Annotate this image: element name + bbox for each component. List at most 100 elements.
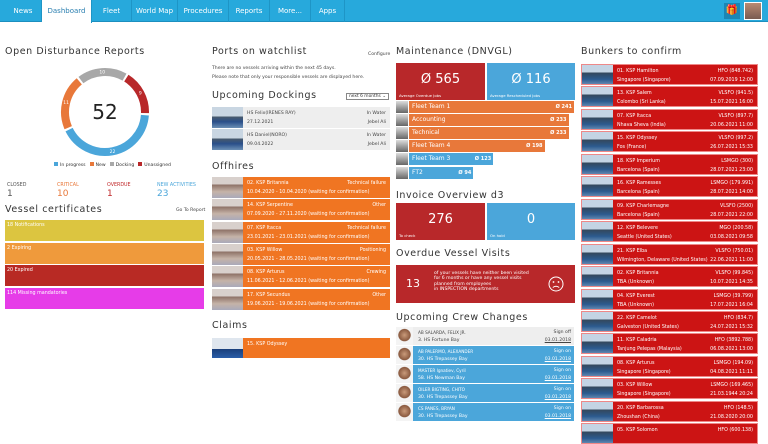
offhire-reason: Other	[372, 292, 386, 298]
bunker-fuel: HFO (848.742)	[717, 69, 753, 74]
tab-fleet[interactable]: Fleet	[92, 0, 132, 22]
crew-row[interactable]: CS PANES, BRYAN Sign on 30. HS Trepassey B…	[396, 403, 574, 421]
stat-value[interactable]: 23	[157, 189, 169, 199]
certificate-bar[interactable]: 2 Expiring	[5, 243, 204, 264]
bunker-row[interactable]: 12. KSP Belevere MGO (200.58) Seattle (Uni…	[581, 221, 758, 243]
offhire-row[interactable]: 07. KSP Itacca Technical failure 23.01.202…	[212, 221, 390, 243]
stat-value[interactable]: 1	[107, 189, 113, 199]
bunker-date: 06.08.2021 13:00	[710, 347, 753, 353]
bunker-row[interactable]: 16. KSP Ramesses LSMGO (179.991) Barcelona…	[581, 176, 758, 198]
vessel-name: 02. KSP Britannia	[247, 181, 289, 186]
donut-segment-in-progress[interactable]	[65, 114, 149, 156]
team-name: Fleet Team 3	[412, 155, 451, 163]
stat-value[interactable]: 1	[7, 189, 13, 199]
bunker-row[interactable]: 02. KSP Britannia VLSFO (99.845) TBA (Unkn…	[581, 266, 758, 288]
visits-text-dept: in INSPECTION departments	[434, 287, 499, 293]
offhire-row[interactable]: 17. KSP Secundus Other 19.06.2021 - 19.06.…	[212, 288, 390, 310]
team-bar[interactable]: Fleet Team 3 Ø 123	[409, 153, 494, 166]
bunker-row[interactable]: 07. KSP Itacca VLSFO (897.7) Nhava Sheva (…	[581, 108, 758, 130]
bunker-row[interactable]: 18. KSP Imperium LSMGO (300) Barcelona (Sp…	[581, 153, 758, 175]
claim-row[interactable]: 15. KSP Odyssey	[212, 338, 390, 358]
certificate-bar[interactable]: 114 Missing mandatories	[5, 288, 204, 309]
team-avatar	[396, 114, 408, 127]
vessel-thumbnail	[212, 243, 243, 265]
vessel-name: 09. KSP Charlemagne	[617, 203, 669, 209]
docking-row[interactable]: HS Felix(IRENES RAY) In Water 27.12.2021 Je…	[212, 107, 390, 128]
overdue-jobs-tile[interactable]: Ø 565 Average Overdue Jobs	[396, 63, 485, 100]
vessel-thumbnail	[582, 379, 613, 399]
to-check-tile[interactable]: 276 To check	[396, 203, 485, 240]
bunker-row[interactable]: 03. KSP Willow LSMGO (169.465) Singapore (…	[581, 378, 758, 400]
overdue-visits-box[interactable]: 13 of your vessels have neither been vis…	[396, 265, 575, 303]
team-bar[interactable]: Fleet Team 1 Ø 241	[409, 101, 574, 113]
tab-world-map[interactable]: World Map	[132, 0, 178, 22]
legend-item[interactable]: Unassigned	[144, 163, 171, 168]
docking-row[interactable]: HS Daniel(NORO) In Water 09.04.2022 Jebel A…	[212, 129, 390, 150]
legend-swatch	[54, 162, 58, 166]
crew-row[interactable]: AB SALARDA, FELIX JR. Sign off 3. HS Fortu…	[396, 327, 574, 345]
bunker-row[interactable]: 11. KSP Caladria HFO (3892.788) Tanjung Pe…	[581, 333, 758, 355]
team-value: Ø 94	[458, 169, 472, 176]
crew-row[interactable]: AB PALERMO, ALEXANDER Sign on 30. HS Trepa…	[396, 346, 574, 364]
donut-segment-unassigned[interactable]	[124, 74, 149, 114]
certificate-bar[interactable]: 18 Notifications	[5, 220, 204, 241]
donut-segment-new[interactable]	[61, 78, 83, 130]
bunker-row[interactable]: 21. KSP Elba VLSFO (750.01) Wilmington, De…	[581, 243, 758, 265]
tile-label: Average Rescheduled Jobs	[490, 93, 541, 98]
team-bar[interactable]: Fleet Team 4 Ø 198	[409, 140, 545, 153]
stat-value[interactable]: 10	[57, 189, 69, 199]
select-value: next 6 months	[349, 94, 381, 99]
sad-face-icon	[548, 276, 564, 292]
bunker-row[interactable]: 01. KSP Hamilton HFO (848.742) Singapore (…	[581, 64, 758, 85]
bunker-row[interactable]: 13. KSP Salem VLSFO (941.5) Colombo (Sri L…	[581, 86, 758, 108]
legend-item[interactable]: New	[95, 163, 106, 168]
tab-news[interactable]: News	[5, 0, 42, 22]
bunker-port: Singapore (Singapore)	[617, 78, 671, 83]
crew-photo	[396, 346, 413, 364]
legend-item[interactable]: Docking	[115, 163, 135, 168]
donut-segment-docking[interactable]	[78, 68, 127, 84]
bunker-row[interactable]: 08. KSP Arturus LSMGO (194.09) Singapore (…	[581, 355, 758, 377]
team-bar[interactable]: FT2 Ø 94	[409, 166, 474, 179]
crew-row[interactable]: MASTER Ignatiev, Cyril Sign on 58. HS Newm…	[396, 365, 574, 383]
offhire-row[interactable]: 08. KSP Arturus Crewing 11.06.2021 - 12.06…	[212, 266, 390, 288]
team-bar[interactable]: Technical Ø 233	[409, 127, 569, 140]
bunker-row[interactable]: 05. KSP Solomon HFO (600.138)	[581, 423, 758, 444]
offhire-row[interactable]: 14. KSP Serpentine Other 07.09.2020 - 27.1…	[212, 199, 390, 221]
tile-label: To check	[399, 233, 416, 238]
crew-photo	[396, 327, 413, 345]
offhire-row[interactable]: 02. KSP Britannia Technical failure 10.04.…	[212, 177, 390, 198]
tab-more[interactable]: More...	[270, 0, 311, 22]
configure-link[interactable]: Configure	[368, 52, 391, 57]
bunker-row[interactable]: 22. KSP Camelot HFO (834.7) Galveston (Uni…	[581, 310, 758, 332]
vessel-thumbnail	[582, 199, 613, 219]
docking-status: In Water	[366, 133, 386, 138]
crew-row[interactable]: OILER BIGTING, CHITO Sign on 30. HS Trepas…	[396, 384, 574, 402]
legend-item[interactable]: In progress	[60, 163, 86, 168]
dockings-period-select[interactable]: next 6 months ⌄	[346, 93, 389, 100]
tab-dashboard[interactable]: Dashboard	[42, 0, 92, 23]
team-bar[interactable]: Accounting Ø 233	[409, 114, 569, 127]
tab-procedures[interactable]: Procedures	[178, 0, 229, 22]
team-name: Fleet Team 4	[412, 142, 451, 150]
vessel-thumbnail	[212, 266, 243, 288]
bunker-row[interactable]: 15. KSP Odyssey VLSFO (997.2) Fos (France)…	[581, 131, 758, 153]
offhire-reason: Technical failure	[347, 225, 386, 231]
team-value: Ø 198	[526, 143, 543, 150]
tile-value: Ø 116	[511, 72, 551, 87]
go-to-report-link[interactable]: Go To Report	[176, 208, 206, 213]
bunker-row[interactable]: 04. KSP Everest LSMGO (39.799) TBA (Unknow…	[581, 288, 758, 310]
on-hold-tile[interactable]: 0 On hold	[487, 203, 575, 240]
tab-reports[interactable]: Reports	[229, 0, 270, 22]
certificate-bar[interactable]: 20 Expired	[5, 265, 204, 286]
tab-apps[interactable]: Apps	[311, 0, 345, 22]
user-avatar[interactable]	[744, 2, 762, 20]
offhire-row[interactable]: 03. KSP Willow Positioning 20.05.2021 - 28…	[212, 243, 390, 265]
bunker-row[interactable]: 09. KSP Charlemagne VLSFO (2500) Barcelona…	[581, 198, 758, 220]
gift-icon[interactable]: 🎁	[724, 3, 740, 19]
disturbance-title: Open Disturbance Reports	[5, 46, 145, 57]
rescheduled-jobs-tile[interactable]: Ø 116 Average Rescheduled Jobs	[487, 63, 575, 100]
bunker-row[interactable]: 20. KSP Barbarossa HFO (148.5) Zhoushan (C…	[581, 400, 758, 422]
crew-vessel: 30. HS Trepassey Bay	[418, 395, 468, 400]
bunker-fuel: HFO (834.7)	[723, 315, 753, 321]
